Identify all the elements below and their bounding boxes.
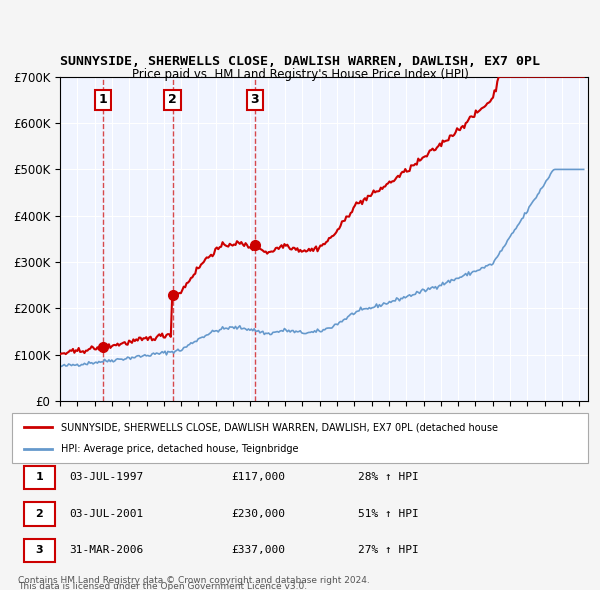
Text: £230,000: £230,000 [231,509,285,519]
Text: 2: 2 [35,509,43,519]
Text: 2: 2 [168,93,177,106]
Text: 1: 1 [99,93,107,106]
Text: HPI: Average price, detached house, Teignbridge: HPI: Average price, detached house, Teig… [61,444,298,454]
Text: 51% ↑ HPI: 51% ↑ HPI [358,509,418,519]
Text: 03-JUL-1997: 03-JUL-1997 [70,473,144,482]
Text: SUNNYSIDE, SHERWELLS CLOSE, DAWLISH WARREN, DAWLISH, EX7 0PL: SUNNYSIDE, SHERWELLS CLOSE, DAWLISH WARR… [60,55,540,68]
Text: 27% ↑ HPI: 27% ↑ HPI [358,546,418,555]
Text: 03-JUL-2001: 03-JUL-2001 [70,509,144,519]
Text: 1: 1 [35,473,43,482]
FancyBboxPatch shape [23,502,55,526]
Text: 3: 3 [35,546,43,555]
Text: Price paid vs. HM Land Registry's House Price Index (HPI): Price paid vs. HM Land Registry's House … [131,68,469,81]
Text: £117,000: £117,000 [231,473,285,482]
Text: £337,000: £337,000 [231,546,285,555]
FancyBboxPatch shape [23,466,55,489]
Text: SUNNYSIDE, SHERWELLS CLOSE, DAWLISH WARREN, DAWLISH, EX7 0PL (detached house: SUNNYSIDE, SHERWELLS CLOSE, DAWLISH WARR… [61,422,498,432]
FancyBboxPatch shape [12,413,588,463]
Text: 31-MAR-2006: 31-MAR-2006 [70,546,144,555]
Text: 3: 3 [250,93,259,106]
Text: 28% ↑ HPI: 28% ↑ HPI [358,473,418,482]
Text: Contains HM Land Registry data © Crown copyright and database right 2024.: Contains HM Land Registry data © Crown c… [18,576,370,585]
FancyBboxPatch shape [23,539,55,562]
Text: This data is licensed under the Open Government Licence v3.0.: This data is licensed under the Open Gov… [18,582,307,590]
